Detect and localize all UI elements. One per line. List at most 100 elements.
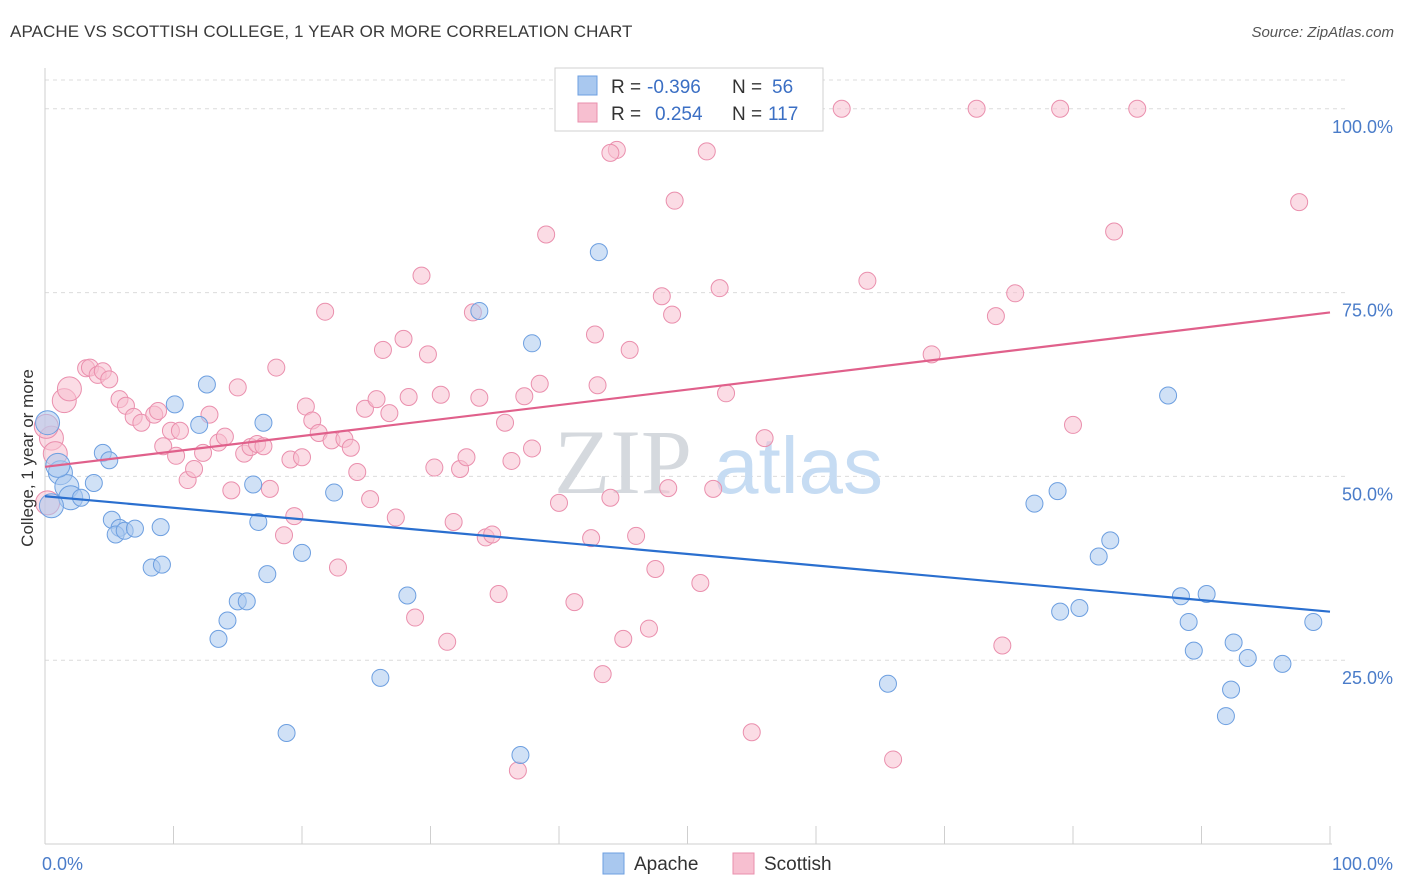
apache-point-24 bbox=[249, 512, 268, 531]
scottish-point-13 bbox=[132, 413, 151, 432]
apache-point-29 bbox=[325, 483, 344, 502]
apache-point-16 bbox=[165, 395, 184, 414]
apache-point-53 bbox=[1304, 612, 1323, 631]
scottish-point-63 bbox=[457, 448, 476, 467]
apache-point-50 bbox=[1224, 633, 1243, 652]
apache-point-40 bbox=[1070, 598, 1089, 617]
scottish-point-50 bbox=[373, 340, 392, 359]
scottish-point-96 bbox=[710, 279, 729, 298]
legend-box bbox=[554, 67, 824, 132]
scottish-point-16 bbox=[154, 437, 173, 456]
apache-point-54 bbox=[38, 493, 64, 519]
scottish-point-82 bbox=[601, 488, 620, 507]
x-tick-label-max: 100.0% bbox=[1332, 854, 1393, 874]
scottish-point-94 bbox=[697, 142, 716, 161]
scottish-point-60 bbox=[438, 632, 457, 651]
correlation-legend: R = -0.396 N = 56 R = 0.254 N = 117 bbox=[554, 67, 824, 132]
apache-point-15 bbox=[152, 555, 171, 574]
series-legend-swatch-scottish bbox=[732, 852, 755, 875]
scottish-point-67 bbox=[483, 525, 502, 544]
y-tick-label-3: 100.0% bbox=[1332, 117, 1393, 137]
scottish-point-49 bbox=[367, 390, 386, 409]
apache-point-0 bbox=[35, 410, 61, 436]
gridlines bbox=[45, 79, 1345, 661]
apache-point-20 bbox=[218, 611, 237, 630]
scottish-point-81 bbox=[593, 665, 612, 684]
scottish-point-86 bbox=[627, 526, 646, 545]
scottish-point-107 bbox=[986, 307, 1005, 326]
scottish-point-102 bbox=[832, 99, 851, 118]
y-tick-label-1: 50.0% bbox=[1342, 484, 1393, 504]
scottish-trend-line bbox=[44, 311, 1331, 468]
scottish-point-74 bbox=[530, 374, 549, 393]
scottish-point-103 bbox=[858, 271, 877, 290]
apache-point-18 bbox=[197, 375, 216, 394]
apache-point-26 bbox=[258, 565, 277, 584]
legend-r-value-scottish: 0.254 bbox=[655, 104, 703, 125]
apache-point-55 bbox=[151, 518, 170, 537]
watermark-atlas: atlas bbox=[714, 421, 883, 510]
scottish-point-27 bbox=[228, 378, 247, 397]
legend-r-label-apache: R = bbox=[611, 77, 641, 98]
scottish-point-72 bbox=[515, 387, 534, 406]
scottish-point-54 bbox=[399, 387, 418, 406]
apache-point-46 bbox=[1184, 641, 1203, 660]
apache-point-25 bbox=[254, 413, 273, 432]
scottish-point-4 bbox=[56, 376, 82, 402]
scottish-point-57 bbox=[418, 345, 437, 364]
apache-point-19 bbox=[209, 629, 228, 648]
apache-point-13 bbox=[125, 519, 144, 538]
scottish-point-75 bbox=[537, 225, 556, 244]
legend-n-value-scottish: 117 bbox=[768, 104, 798, 125]
scottish-point-70 bbox=[502, 451, 521, 470]
scottish-point-109 bbox=[1006, 284, 1025, 303]
legend-n-label-apache: N = bbox=[732, 77, 762, 98]
apache-point-43 bbox=[1159, 386, 1178, 405]
scottish-point-69 bbox=[496, 413, 515, 432]
apache-point-39 bbox=[1051, 602, 1070, 621]
scottish-point-51 bbox=[380, 404, 399, 423]
scottish-point-87 bbox=[639, 619, 658, 638]
scottish-points bbox=[33, 99, 1309, 780]
scottish-point-45 bbox=[341, 438, 360, 457]
apache-point-6 bbox=[84, 473, 103, 492]
scottish-point-68 bbox=[489, 585, 508, 604]
scottish-point-48 bbox=[361, 490, 380, 509]
scottish-point-65 bbox=[470, 388, 489, 407]
scottish-point-43 bbox=[328, 558, 347, 577]
series-legend-label-apache: Apache bbox=[634, 854, 698, 875]
apache-point-28 bbox=[293, 543, 311, 562]
scottish-point-34 bbox=[275, 526, 294, 545]
source-label: Source: ZipAtlas.com bbox=[1251, 24, 1394, 41]
scottish-point-91 bbox=[663, 305, 682, 324]
legend-swatch-apache bbox=[577, 75, 598, 96]
scottish-point-85 bbox=[620, 340, 639, 359]
apache-point-22 bbox=[237, 592, 256, 611]
scottish-point-9 bbox=[100, 370, 119, 389]
y-tick-label-2: 75.0% bbox=[1342, 301, 1393, 321]
scottish-point-55 bbox=[406, 608, 425, 627]
scottish-point-115 bbox=[601, 143, 620, 162]
scottish-point-76 bbox=[550, 493, 568, 512]
apache-point-42 bbox=[1101, 531, 1120, 550]
trend-lines bbox=[44, 311, 1331, 613]
legend-n-value-apache: 56 bbox=[772, 77, 793, 98]
scottish-point-113 bbox=[1128, 99, 1147, 118]
scottish-point-99 bbox=[755, 429, 774, 448]
apache-point-44 bbox=[1171, 587, 1190, 606]
scottish-point-77 bbox=[565, 593, 584, 612]
scottish-point-21 bbox=[185, 460, 204, 479]
y-tick-labels: 25.0% 50.0% 75.0% 100.0% bbox=[1332, 117, 1393, 688]
apache-trend-line bbox=[44, 495, 1331, 613]
scottish-point-79 bbox=[588, 376, 607, 395]
scottish-point-53 bbox=[394, 329, 413, 348]
scottish-point-105 bbox=[922, 345, 941, 364]
scottish-point-111 bbox=[1064, 415, 1082, 434]
legend-r-value-apache: -0.396 bbox=[647, 77, 701, 98]
series-legend: Apache Scottish bbox=[602, 852, 832, 875]
scottish-point-78 bbox=[582, 529, 601, 548]
scottish-point-92 bbox=[665, 191, 684, 210]
scottish-point-58 bbox=[425, 458, 444, 477]
scottish-point-26 bbox=[222, 481, 241, 500]
